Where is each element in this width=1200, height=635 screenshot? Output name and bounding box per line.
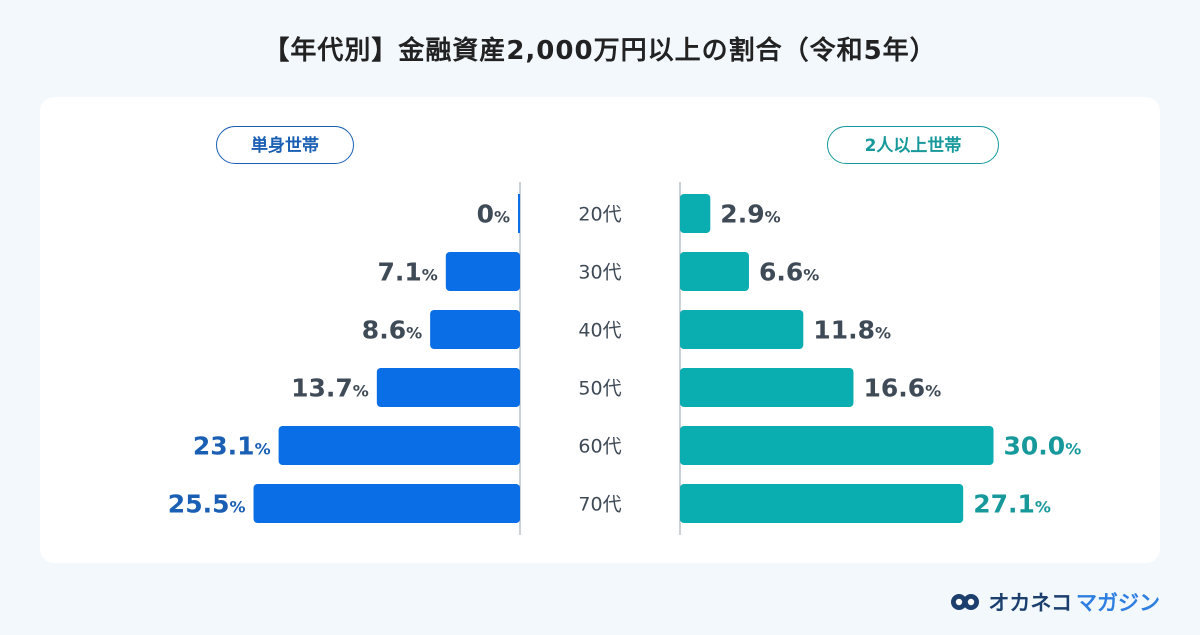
value-label-multi-70代: 27.1% — [973, 490, 1051, 519]
bar-single-40代 — [430, 310, 520, 349]
category-label-60代: 60代 — [578, 436, 621, 458]
value-label-single-60代: 23.1% — [193, 432, 271, 461]
category-label-70代: 70代 — [578, 494, 621, 516]
value-label-single-70代: 25.5% — [168, 490, 246, 519]
bar-single-60代 — [278, 426, 520, 465]
bar-multi-20代 — [680, 194, 711, 233]
value-label-single-40代: 8.6% — [362, 316, 422, 345]
bar-single-20代 — [518, 194, 520, 233]
value-label-single-30代: 7.1% — [377, 258, 437, 287]
legend-multi-household: 2人以上世帯 — [827, 126, 999, 164]
brand-logo: オカネコ マガジン — [950, 587, 1160, 617]
bar-multi-60代 — [680, 426, 994, 465]
bar-multi-70代 — [680, 484, 964, 523]
category-label-50代: 50代 — [578, 378, 621, 400]
bar-single-70代 — [253, 484, 520, 523]
bar-multi-50代 — [680, 368, 854, 407]
bar-single-50代 — [376, 368, 520, 407]
chart-title: 【年代別】金融資産2,000万円以上の割合（令和5年） — [263, 36, 937, 66]
category-label-40代: 40代 — [578, 320, 621, 342]
bar-single-30代 — [445, 252, 520, 291]
category-label-30代: 30代 — [578, 262, 621, 284]
logo-text-magazine: マガジン — [1076, 591, 1160, 615]
value-label-multi-60代: 30.0% — [1004, 432, 1082, 461]
value-label-multi-30代: 6.6% — [759, 258, 819, 287]
value-label-multi-50代: 16.6% — [863, 374, 941, 403]
category-label-20代: 20代 — [578, 204, 621, 226]
bar-multi-40代 — [680, 310, 804, 349]
bar-multi-30代 — [680, 252, 749, 291]
value-label-multi-20代: 2.9% — [720, 200, 780, 229]
value-label-multi-40代: 11.8% — [813, 316, 891, 345]
chart-card — [40, 97, 1160, 563]
value-label-single-50代: 13.7% — [291, 374, 369, 403]
legend-single-household: 単身世帯 — [216, 126, 354, 164]
value-label-single-20代: 0% — [477, 200, 510, 229]
okaneko-logo-icon — [951, 594, 980, 610]
logo-text-okaneko: オカネコ — [988, 591, 1072, 615]
